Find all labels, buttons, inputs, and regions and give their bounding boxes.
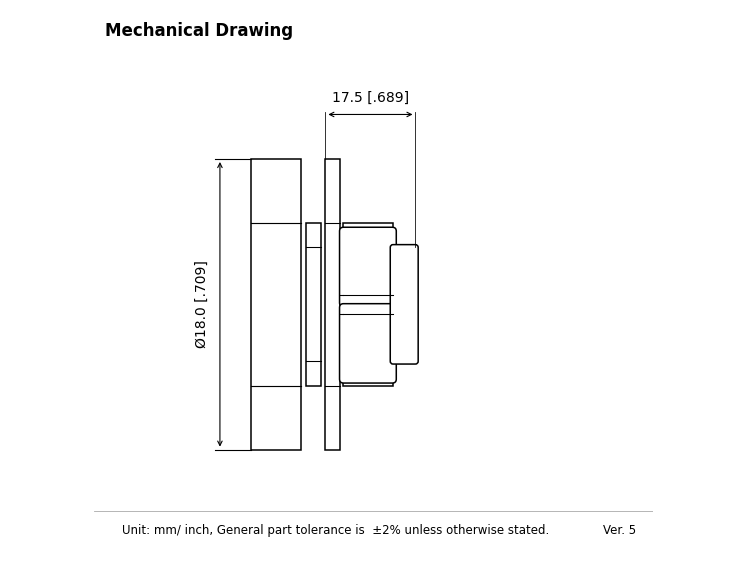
Text: Ver. 5: Ver. 5: [603, 524, 636, 537]
Bar: [326, 159, 340, 450]
Text: 17.5 [.689]: 17.5 [.689]: [332, 90, 409, 104]
Bar: [251, 159, 301, 450]
Bar: [343, 223, 393, 386]
Text: Unit: mm/ inch, General part tolerance is  ±2% unless otherwise stated.: Unit: mm/ inch, General part tolerance i…: [123, 524, 550, 537]
FancyBboxPatch shape: [340, 303, 397, 383]
Text: Ø18.0 [.709]: Ø18.0 [.709]: [195, 261, 209, 349]
FancyBboxPatch shape: [390, 245, 418, 364]
Text: Mechanical Drawing: Mechanical Drawing: [105, 23, 294, 40]
Bar: [306, 223, 321, 386]
FancyBboxPatch shape: [340, 227, 397, 307]
